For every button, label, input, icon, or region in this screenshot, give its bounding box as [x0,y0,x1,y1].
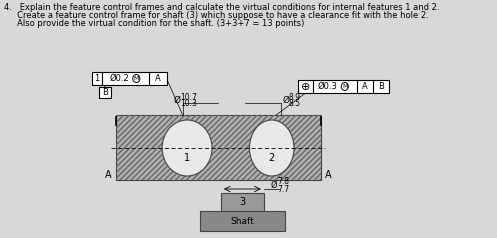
Text: Ø: Ø [271,180,277,189]
Text: Ø0.2: Ø0.2 [109,74,129,83]
Text: Shaft: Shaft [231,217,254,225]
Ellipse shape [162,120,212,176]
Text: B: B [102,88,108,97]
Text: 4.   Explain the feature control frames and calculate the virtual conditions for: 4. Explain the feature control frames an… [4,3,440,12]
Text: A: A [155,74,161,83]
Bar [116,115,321,180]
Ellipse shape [249,120,294,176]
Text: A: A [362,82,368,91]
Text: Also provide the virtual condition for the shaft. (3+3+7 = 13 points): Also provide the virtual condition for t… [4,19,305,28]
Text: M: M [134,76,139,81]
Text: 3: 3 [239,197,246,207]
Text: 8.9: 8.9 [289,93,301,101]
Bar [99,87,111,98]
Text: 8.5: 8.5 [289,99,301,109]
Text: Create a feature control frame for shaft (3) which suppose to have a clearance f: Create a feature control frame for shaft… [4,11,429,20]
Text: 1: 1 [94,74,100,83]
Text: 2: 2 [268,153,275,163]
Text: Ø: Ø [174,95,181,104]
Text: Ø0.3: Ø0.3 [317,82,337,91]
Text: 7.8: 7.8 [277,178,289,187]
Text: ⊕: ⊕ [301,81,310,91]
Bar [92,72,166,85]
Text: B: B [378,82,384,91]
Bar [221,193,264,211]
Bar [299,80,389,93]
Text: 10.3: 10.3 [180,99,197,109]
Text: 7.7: 7.7 [277,184,289,193]
Text: M: M [342,84,347,89]
Text: 10.7: 10.7 [180,93,197,101]
Text: A: A [105,170,112,180]
Bar [116,115,321,180]
Text: A: A [325,170,331,180]
Text: Ø: Ø [282,95,289,104]
Text: 1: 1 [184,153,190,163]
Bar [200,211,285,231]
